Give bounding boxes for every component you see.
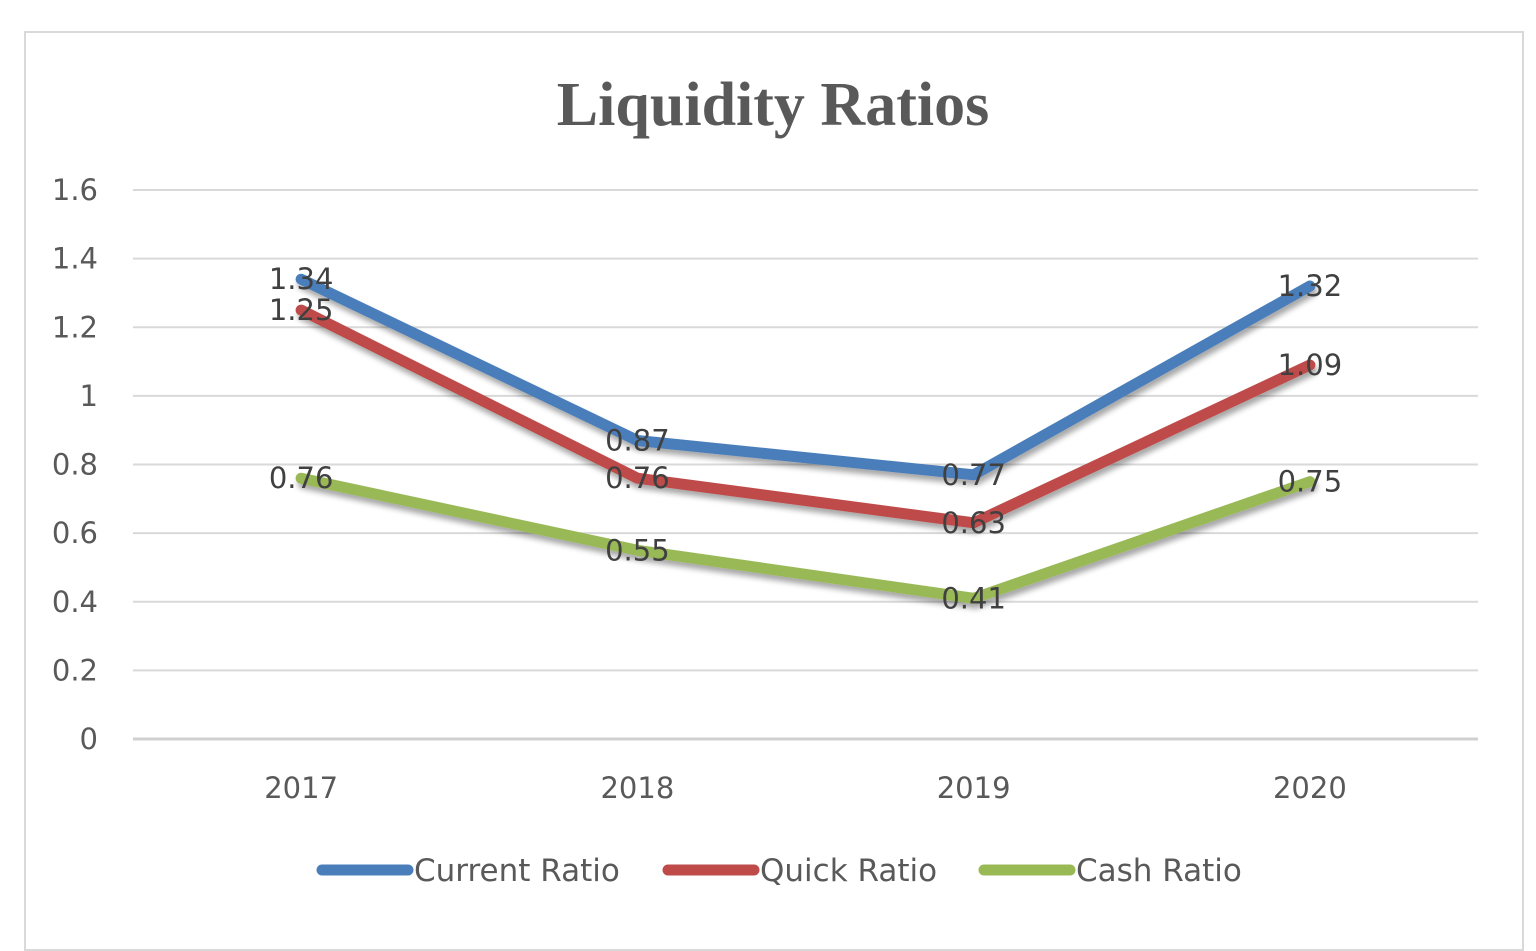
y-tick-label: 1.2 <box>52 310 98 344</box>
y-tick-label: 0.4 <box>52 585 98 619</box>
data-label: 0.77 <box>941 458 1006 492</box>
legend: Current Ratio Quick Ratio Cash Ratio <box>316 853 1242 889</box>
chart-title: Liquidity Ratios <box>557 71 989 139</box>
x-tick-label: 2020 <box>1273 771 1347 805</box>
data-label: 0.76 <box>269 461 334 495</box>
data-label: 0.55 <box>605 533 670 567</box>
gridlines <box>133 189 1478 741</box>
y-axis-ticks: 0 0.2 0.4 0.6 0.8 1 1.2 1.4 1.6 <box>52 173 98 756</box>
data-label: 1.32 <box>1278 269 1343 303</box>
data-label: 0.41 <box>941 581 1006 615</box>
data-label: 0.87 <box>605 423 670 457</box>
x-tick-label: 2019 <box>937 771 1011 805</box>
x-axis-ticks: 2017 2018 2019 2020 <box>264 771 1347 805</box>
data-label: 1.34 <box>269 262 334 296</box>
y-tick-label: 1 <box>80 379 98 413</box>
y-tick-label: 0.6 <box>52 516 98 550</box>
legend-label: Current Ratio <box>414 853 620 889</box>
data-label: 0.63 <box>941 506 1006 540</box>
data-label: 0.76 <box>605 461 670 495</box>
line-chart: Liquidity Ratios 0 0.2 0.4 0.6 0.8 1 1.2 1.4 1.6… <box>52 71 1478 889</box>
y-tick-label: 1.4 <box>52 242 98 276</box>
series-lines <box>295 273 1316 604</box>
legend-label: Quick Ratio <box>760 853 937 889</box>
series-line-2 <box>295 472 1316 604</box>
y-tick-label: 1.6 <box>52 173 98 207</box>
data-label: 1.25 <box>269 293 334 327</box>
y-tick-label: 0 <box>80 722 98 756</box>
data-labels: 1.34 0.87 0.77 1.32 1.25 0.76 0.63 1.09 0.76 0.55… <box>269 262 1342 615</box>
legend-label: Cash Ratio <box>1076 853 1242 889</box>
data-label: 1.09 <box>1278 348 1343 382</box>
x-tick-label: 2017 <box>264 771 338 805</box>
y-tick-label: 0.2 <box>52 653 98 687</box>
series-line-0 <box>295 273 1316 481</box>
x-tick-label: 2018 <box>600 771 674 805</box>
y-tick-label: 0.8 <box>52 448 98 482</box>
data-label: 0.75 <box>1278 465 1343 499</box>
series-line-1 <box>295 304 1316 529</box>
